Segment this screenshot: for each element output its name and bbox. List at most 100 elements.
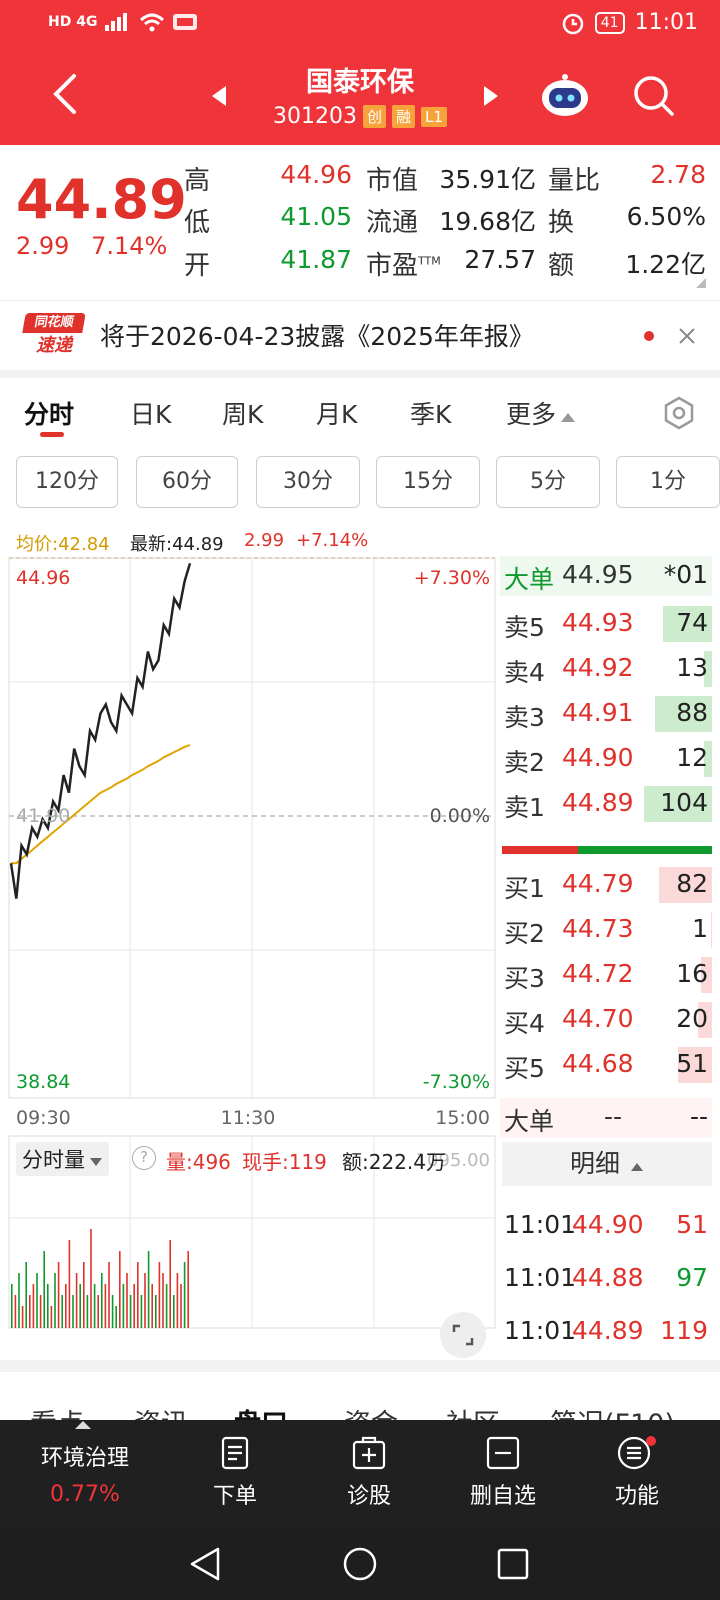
nav-home-icon[interactable] [342, 1546, 378, 1582]
volume-bar [104, 1284, 107, 1328]
prev-stock-icon[interactable] [208, 84, 228, 108]
nav-back-icon[interactable] [188, 1546, 222, 1582]
tab-day-k[interactable]: 日K [130, 400, 172, 429]
float-label: 流通 [366, 208, 419, 238]
avg-price-line [11, 744, 191, 865]
functions-button[interactable]: 功能 [582, 1436, 692, 1510]
tick-time: 11:01 [504, 1316, 577, 1345]
volume-bar [50, 1306, 53, 1328]
tab-more-label: 更多 [506, 400, 557, 429]
tab-more[interactable]: 更多 [506, 395, 576, 431]
chart-change-info: 2.99 [244, 530, 285, 551]
ask-label: 卖5 [504, 613, 545, 642]
notice-banner[interactable]: 同花顺 速递 将于2026-04-23披露《2025年年报》 [0, 300, 720, 370]
volume-bar [72, 1295, 74, 1328]
high-value: 44.96 [280, 160, 352, 189]
detail-label: 明细 [569, 1149, 620, 1178]
volume-bar [115, 1306, 117, 1328]
settings-hexagon-icon[interactable] [662, 396, 696, 430]
ask-depth-bar [704, 741, 712, 777]
tick-price: 44.90 [572, 1210, 644, 1239]
bid-level-5[interactable]: 买5 44.68 51 [500, 1045, 712, 1085]
bid-level-1[interactable]: 买1 44.79 82 [500, 865, 712, 905]
unread-dot-icon [644, 331, 654, 341]
bid-level-3[interactable]: 买3 44.72 16 [500, 955, 712, 995]
wifi-icon [140, 13, 165, 32]
period-15[interactable]: 15分 [376, 456, 480, 508]
ask-volume: 12 [676, 743, 708, 772]
y-min-label: 38.84 [16, 1071, 70, 1093]
volume-bar [183, 1262, 186, 1328]
sector-button[interactable]: 环境治理 0.77% [20, 1440, 150, 1507]
current-price: 44.89 [16, 168, 187, 231]
detail-tab[interactable]: 明细 [502, 1142, 712, 1186]
diagnose-label: 诊股 [346, 1484, 391, 1509]
ask-level-4[interactable]: 卖2 44.90 12 [500, 739, 712, 779]
fullscreen-button[interactable] [440, 1312, 486, 1358]
ask-level-2[interactable]: 卖4 44.92 13 [500, 649, 712, 689]
tab-week-k[interactable]: 周K [222, 400, 264, 429]
bid-level-4[interactable]: 买4 44.70 20 [500, 1000, 712, 1040]
ask-level-5[interactable]: 卖1 44.89 104 [500, 784, 712, 824]
diagnose-button[interactable]: 诊股 [314, 1436, 424, 1510]
tab-season-k[interactable]: 季K [410, 400, 452, 429]
volume-bar [129, 1295, 132, 1328]
volume-bar [187, 1251, 189, 1328]
remove-watchlist-button[interactable]: 删自选 [448, 1436, 558, 1510]
big-order-row[interactable]: 大单 44.95 *01 [500, 556, 712, 596]
volume-bar [14, 1295, 17, 1328]
bid-label: 买4 [504, 1009, 545, 1038]
expand-corner-icon[interactable] [696, 278, 706, 288]
help-icon[interactable]: ? [132, 1146, 156, 1170]
bid-label: 买3 [504, 964, 545, 993]
caret-down-icon [90, 1158, 102, 1166]
pe-label: 市盈TTM [366, 245, 441, 282]
period-120[interactable]: 120分 [16, 456, 118, 508]
volume-bar [68, 1240, 71, 1328]
latest-price-info: 最新:44.89 [130, 534, 224, 555]
bid-level-2[interactable]: 买2 44.73 1 [500, 910, 712, 950]
status-bar-left: HD 4G [48, 12, 198, 32]
order-form-icon [221, 1436, 249, 1470]
header: HD 4G 41 11:01 国泰环保 301203 创 融 L1 [0, 0, 720, 145]
volume-bar [133, 1284, 135, 1328]
volume-bar [93, 1284, 96, 1328]
back-icon[interactable] [50, 72, 78, 116]
caret-up-icon [631, 1163, 643, 1171]
close-icon[interactable] [678, 327, 696, 345]
period-30[interactable]: 30分 [256, 456, 360, 508]
change-value: 2.99 [16, 232, 70, 260]
ask-price: 44.89 [562, 788, 634, 817]
tag-rong: 融 [392, 105, 416, 128]
turnover-value: 6.50% [626, 202, 706, 231]
diagnose-plus-icon [352, 1436, 386, 1470]
ask-level-3[interactable]: 卖3 44.91 88 [500, 694, 712, 734]
tag-l1: L1 [421, 106, 447, 127]
search-icon[interactable] [632, 74, 676, 118]
robot-assistant-icon[interactable] [540, 72, 590, 118]
volume-bar [83, 1262, 85, 1328]
volume-indicator-selector[interactable]: 分时量 [16, 1142, 109, 1176]
tab-intraday[interactable]: 分时 [24, 400, 75, 429]
volume-bar [101, 1273, 103, 1328]
tab-month-k[interactable]: 月K [316, 400, 358, 429]
next-stock-icon[interactable] [482, 84, 502, 108]
tick-price: 44.88 [572, 1263, 644, 1292]
ask-level-1[interactable]: 卖5 44.93 74 [500, 604, 712, 644]
period-1[interactable]: 1分 [616, 456, 720, 508]
period-5[interactable]: 5分 [496, 456, 600, 508]
y-mid-label: 41.90 [16, 805, 70, 827]
ask-label: 卖2 [504, 748, 545, 777]
intraday-chart[interactable]: 44.96 41.90 38.84 +7.30% 0.00% -7.30% 09… [8, 556, 496, 1356]
nav-recents-icon[interactable] [496, 1547, 530, 1581]
bid-price: 44.79 [562, 869, 634, 898]
minus-square-icon [486, 1436, 520, 1470]
order-button[interactable]: 下单 [180, 1436, 290, 1510]
ask-price: 44.90 [562, 743, 634, 772]
volume-bar [126, 1273, 128, 1328]
big-order-row-2[interactable]: 大单 -- -- [500, 1098, 712, 1138]
volume-bar [119, 1251, 121, 1328]
period-60[interactable]: 60分 [136, 456, 238, 508]
ask-depth-bar [644, 786, 712, 822]
volume-bar [90, 1229, 92, 1328]
